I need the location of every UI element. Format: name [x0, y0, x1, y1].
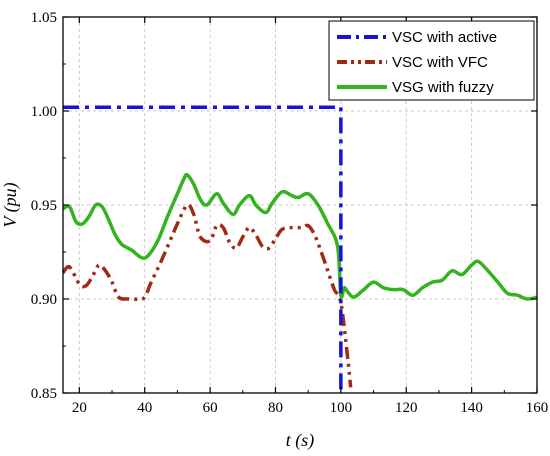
- legend-label-vsg-fuzzy: VSG with fuzzy: [392, 79, 494, 96]
- series-vsg-fuzzy-line: [62, 172, 538, 301]
- series-vsc-vfc-line: [61, 203, 353, 388]
- axis-ticks: 20 40 60 80 100 120 140 160 0.85 0.90 0.95 1.00 1.05: [31, 10, 549, 416]
- y-tick-label: 1.05: [31, 10, 57, 26]
- legend: VSC with active VSC with VFC VSG with fu…: [328, 20, 535, 101]
- y-axis-title: V (pu): [0, 182, 21, 227]
- x-tick-label: 20: [72, 400, 87, 416]
- y-tick-label: 1.00: [31, 104, 57, 120]
- series-lines: [61, 105, 538, 393]
- y-tick-label: 0.85: [31, 386, 57, 402]
- legend-label-vsc-vfc: VSC with VFC: [392, 54, 488, 71]
- legend-label-vsc-active: VSC with active: [392, 29, 497, 46]
- x-tick-label: 160: [526, 400, 549, 416]
- x-axis-title: t (s): [286, 430, 315, 451]
- x-tick-label: 100: [330, 400, 353, 416]
- x-tick-label: 140: [460, 400, 483, 416]
- y-tick-label: 0.95: [31, 198, 57, 214]
- x-tick-label: 40: [137, 400, 152, 416]
- x-tick-label: 60: [203, 400, 218, 416]
- x-tick-label: 80: [268, 400, 283, 416]
- x-tick-label: 120: [395, 400, 418, 416]
- y-tick-label: 0.90: [31, 292, 57, 308]
